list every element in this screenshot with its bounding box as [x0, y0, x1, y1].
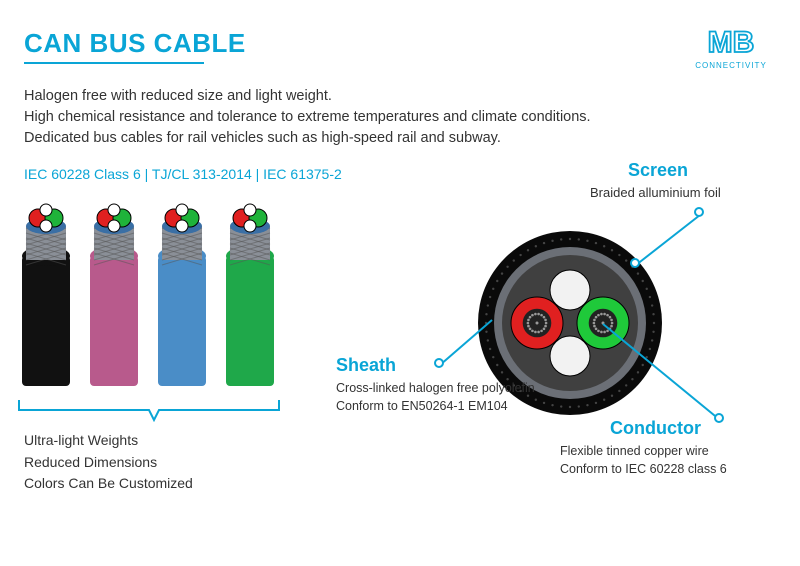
callout-screen-sub: Braided alluminium foil [590, 185, 721, 200]
desc-line: Halogen free with reduced size and light… [24, 86, 776, 107]
feature-bracket [14, 400, 294, 422]
cable-variant [222, 196, 278, 386]
cable-variant [18, 196, 74, 386]
callout-conductor-sub: Flexible tinned copper wire Conform to I… [560, 443, 727, 478]
callout-dot [694, 207, 704, 217]
callout-dot [630, 258, 640, 268]
cable-variant [86, 196, 142, 386]
features-list: Ultra-light Weights Reduced Dimensions C… [24, 430, 193, 495]
description-block: Halogen free with reduced size and light… [24, 86, 776, 149]
standards-line: IEC 60228 Class 6 | TJ/CL 313-2014 | IEC… [24, 166, 342, 182]
feature-item: Ultra-light Weights [24, 430, 193, 452]
cable-variants-row [18, 196, 278, 386]
page-title: CAN BUS CABLE [24, 28, 246, 59]
callout-sheath-sub: Cross-linked halogen free polyolefin Con… [336, 380, 535, 415]
callout-sheath-title: Sheath [336, 355, 396, 376]
callout-screen-title: Screen [628, 160, 688, 181]
callout-dot [434, 358, 444, 368]
callout-conductor-title: Conductor [610, 418, 701, 439]
logo-subtext: CONNECTIVITY [695, 61, 767, 70]
title-underline [24, 62, 204, 64]
logo-text: MB [708, 26, 755, 59]
cable-variant [154, 196, 210, 386]
callout-dot [714, 413, 724, 423]
desc-line: High chemical resistance and tolerance t… [24, 107, 776, 128]
brand-logo: MB CONNECTIVITY [686, 22, 776, 76]
desc-line: Dedicated bus cables for rail vehicles s… [24, 128, 776, 149]
feature-item: Reduced Dimensions [24, 452, 193, 474]
feature-item: Colors Can Be Customized [24, 473, 193, 495]
